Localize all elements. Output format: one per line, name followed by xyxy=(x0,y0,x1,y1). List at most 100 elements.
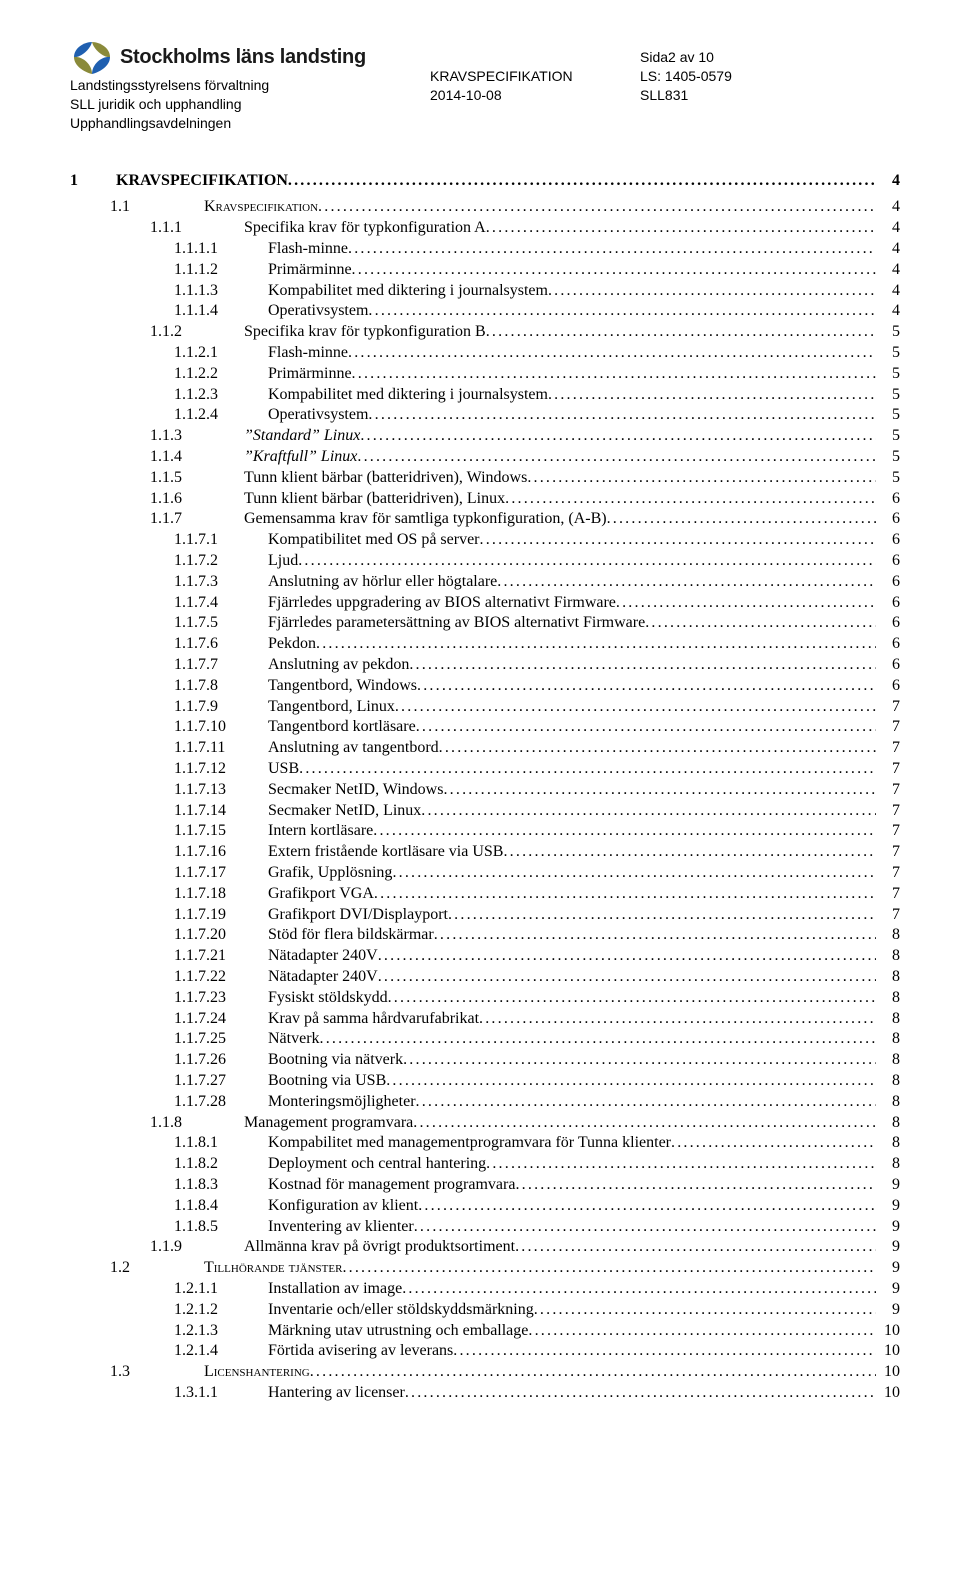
toc-entry-page: 9 xyxy=(876,1237,900,1258)
toc-entry: 1.1.7.28Monteringsmöjligheter...........… xyxy=(70,1092,900,1113)
toc-entry: 1.1.1.4Operativsystem...................… xyxy=(70,301,900,322)
toc-entry-page: 5 xyxy=(876,447,900,468)
toc-leader: ........................................… xyxy=(378,967,876,988)
toc-entry: 1.3.1.1Hantering av licenser............… xyxy=(70,1383,900,1404)
toc-leader: ........................................… xyxy=(299,759,876,780)
toc-leader: ........................................… xyxy=(515,1237,876,1258)
toc-leader: ........................................… xyxy=(505,489,876,510)
toc-entry-num: 1.1.8.1 xyxy=(174,1133,268,1154)
toc-entry-page: 9 xyxy=(876,1300,900,1321)
toc-entry: 1.1.7.16Extern fristående kortläsare via… xyxy=(70,842,900,863)
toc-entry: 1.1.7.27Bootning via USB................… xyxy=(70,1071,900,1092)
toc-leader: ........................................… xyxy=(503,842,876,863)
toc-entry: 1.1.2Specifika krav för typkonfiguration… xyxy=(70,322,900,343)
toc-entry: 1.2.1.2Inventarie och/eller stöldskyddsm… xyxy=(70,1300,900,1321)
toc-leader: ........................................… xyxy=(443,780,876,801)
toc-entry-page: 8 xyxy=(876,988,900,1009)
toc-entry-num: 1.2.1.4 xyxy=(174,1341,268,1362)
toc-entry-page: 9 xyxy=(876,1175,900,1196)
toc-leader: ........................................… xyxy=(515,1175,876,1196)
toc-entry-page: 7 xyxy=(876,905,900,926)
toc-entry-page: 7 xyxy=(876,759,900,780)
toc-entry-title: Management programvara xyxy=(244,1113,413,1134)
toc-leader: ........................................… xyxy=(534,1300,876,1321)
toc-entry-num: 1.1.2.2 xyxy=(174,364,268,385)
toc-entry-num: 1.1.7.10 xyxy=(174,717,268,738)
toc-leader: ........................................… xyxy=(528,1321,876,1342)
toc-entry: 1.1.7.1Kompatibilitet med OS på server..… xyxy=(70,530,900,551)
toc-leader: ........................................… xyxy=(378,946,876,967)
toc-entry-num: 1.1.7.5 xyxy=(174,613,268,634)
toc-entry-title: Deployment och central hantering xyxy=(268,1154,486,1175)
toc-entry-num: 1.1.1.1 xyxy=(174,239,268,260)
toc-entry-title: ”Standard” Linux xyxy=(244,426,360,447)
toc-entry-title: Tunn klient bärbar (batteridriven), Linu… xyxy=(244,489,505,510)
toc-entry: 1.2.1.4Förtida avisering av leverans....… xyxy=(70,1341,900,1362)
toc-entry: 1.1Kravspecifikation....................… xyxy=(70,197,900,218)
toc-entry-title: Secmaker NetID, Linux xyxy=(268,801,421,822)
toc-entry: 1.1.7.24Krav på samma hårdvarufabrikat..… xyxy=(70,1009,900,1030)
toc-entry-title: Tangentbord, Windows xyxy=(268,676,417,697)
toc-entry: 1.1.8Management programvara.............… xyxy=(70,1113,900,1134)
toc-entry-title: Konfiguration av klient xyxy=(268,1196,418,1217)
toc-entry-title: Nätverk xyxy=(268,1029,320,1050)
toc-leader: ........................................… xyxy=(316,634,876,655)
toc-entry-page: 6 xyxy=(876,676,900,697)
toc-entry-num: 1.1.8.2 xyxy=(174,1154,268,1175)
toc-entry: 1.1.1.1Flash-minne......................… xyxy=(70,239,900,260)
toc-entry: 1.1.9Allmänna krav på övrigt produktsort… xyxy=(70,1237,900,1258)
toc-entry-num: 1.1.7.18 xyxy=(174,884,268,905)
toc-entry-num: 1.1.7.27 xyxy=(174,1071,268,1092)
toc-entry-page: 10 xyxy=(876,1383,900,1404)
toc-entry-num: 1.2.1.1 xyxy=(174,1279,268,1300)
doc-title: KRAVSPECIFIKATION xyxy=(430,67,640,86)
toc-leader: ........................................… xyxy=(352,364,876,385)
toc-leader: ........................................… xyxy=(352,260,876,281)
toc-top-heading: 1 KRAVSPECIFIKATION ....................… xyxy=(70,171,900,192)
toc-entry-num: 1.1.7.26 xyxy=(174,1050,268,1071)
toc-top-num: 1 xyxy=(70,171,116,192)
toc-entry-page: 8 xyxy=(876,1092,900,1113)
toc-entry-num: 1.1.7.2 xyxy=(174,551,268,572)
toc-entry-title: Grafikport VGA xyxy=(268,884,374,905)
toc-leader: ........................................… xyxy=(479,1009,876,1030)
toc-entry-title: Nätadapter 240V xyxy=(268,946,378,967)
toc-entry-page: 7 xyxy=(876,738,900,759)
toc-entry-title: Kravspecifikation xyxy=(204,197,318,218)
toc-leader: ........................................… xyxy=(453,1341,876,1362)
dept-line-2: SLL juridik och upphandling xyxy=(70,95,430,114)
toc-entry-num: 1.1.8 xyxy=(150,1113,244,1134)
toc-entry-title: Kompabilitet med diktering i journalsyst… xyxy=(268,385,548,406)
toc-entry-page: 6 xyxy=(876,509,900,530)
toc-entry-page: 10 xyxy=(876,1341,900,1362)
toc-entry-num: 1.1.8.5 xyxy=(174,1217,268,1238)
toc-entry-title: Secmaker NetID, Windows xyxy=(268,780,443,801)
dept-line-1: Landstingsstyrelsens förvaltning xyxy=(70,76,430,95)
toc-leader: ........................................… xyxy=(310,1362,876,1383)
toc-entry: 1.1.7.10Tangentbord kortläsare..........… xyxy=(70,717,900,738)
toc-entry: 1.1.7.20Stöd för flera bildskärmar......… xyxy=(70,925,900,946)
toc-entry: 1.1.1.3Kompabilitet med diktering i jour… xyxy=(70,281,900,302)
toc-entry-num: 1.1.7.9 xyxy=(174,697,268,718)
toc-entry-page: 9 xyxy=(876,1217,900,1238)
toc-leader: ........................................… xyxy=(298,551,876,572)
toc-entry-page: 10 xyxy=(876,1362,900,1383)
toc-entry-page: 4 xyxy=(876,281,900,302)
toc-entry-title: Anslutning av tangentbord xyxy=(268,738,439,759)
toc-leader: ........................................… xyxy=(402,1279,876,1300)
toc-entry-page: 9 xyxy=(876,1258,900,1279)
toc-entry-title: Fjärrledes parametersättning av BIOS alt… xyxy=(268,613,645,634)
toc-entry-page: 7 xyxy=(876,801,900,822)
toc-entry-title: Fjärrledes uppgradering av BIOS alternat… xyxy=(268,593,616,614)
toc-entry: 1.1.7.18Grafikport VGA..................… xyxy=(70,884,900,905)
toc-entry-title: Installation av image xyxy=(268,1279,402,1300)
page-header: Stockholms läns landsting Landstingsstyr… xyxy=(70,40,900,133)
toc-entry-page: 8 xyxy=(876,1009,900,1030)
toc-entry: 1.1.6Tunn klient bärbar (batteridriven),… xyxy=(70,489,900,510)
toc-entry: 1.1.8.3Kostnad för management programvar… xyxy=(70,1175,900,1196)
toc-leader: ........................................… xyxy=(548,385,876,406)
toc-leader: ........................................… xyxy=(373,821,876,842)
toc-entry-num: 1.1.3 xyxy=(150,426,244,447)
toc-entry: 1.1.7.7Anslutning av pekdon.............… xyxy=(70,655,900,676)
doc-date: 2014-10-08 xyxy=(430,86,640,105)
